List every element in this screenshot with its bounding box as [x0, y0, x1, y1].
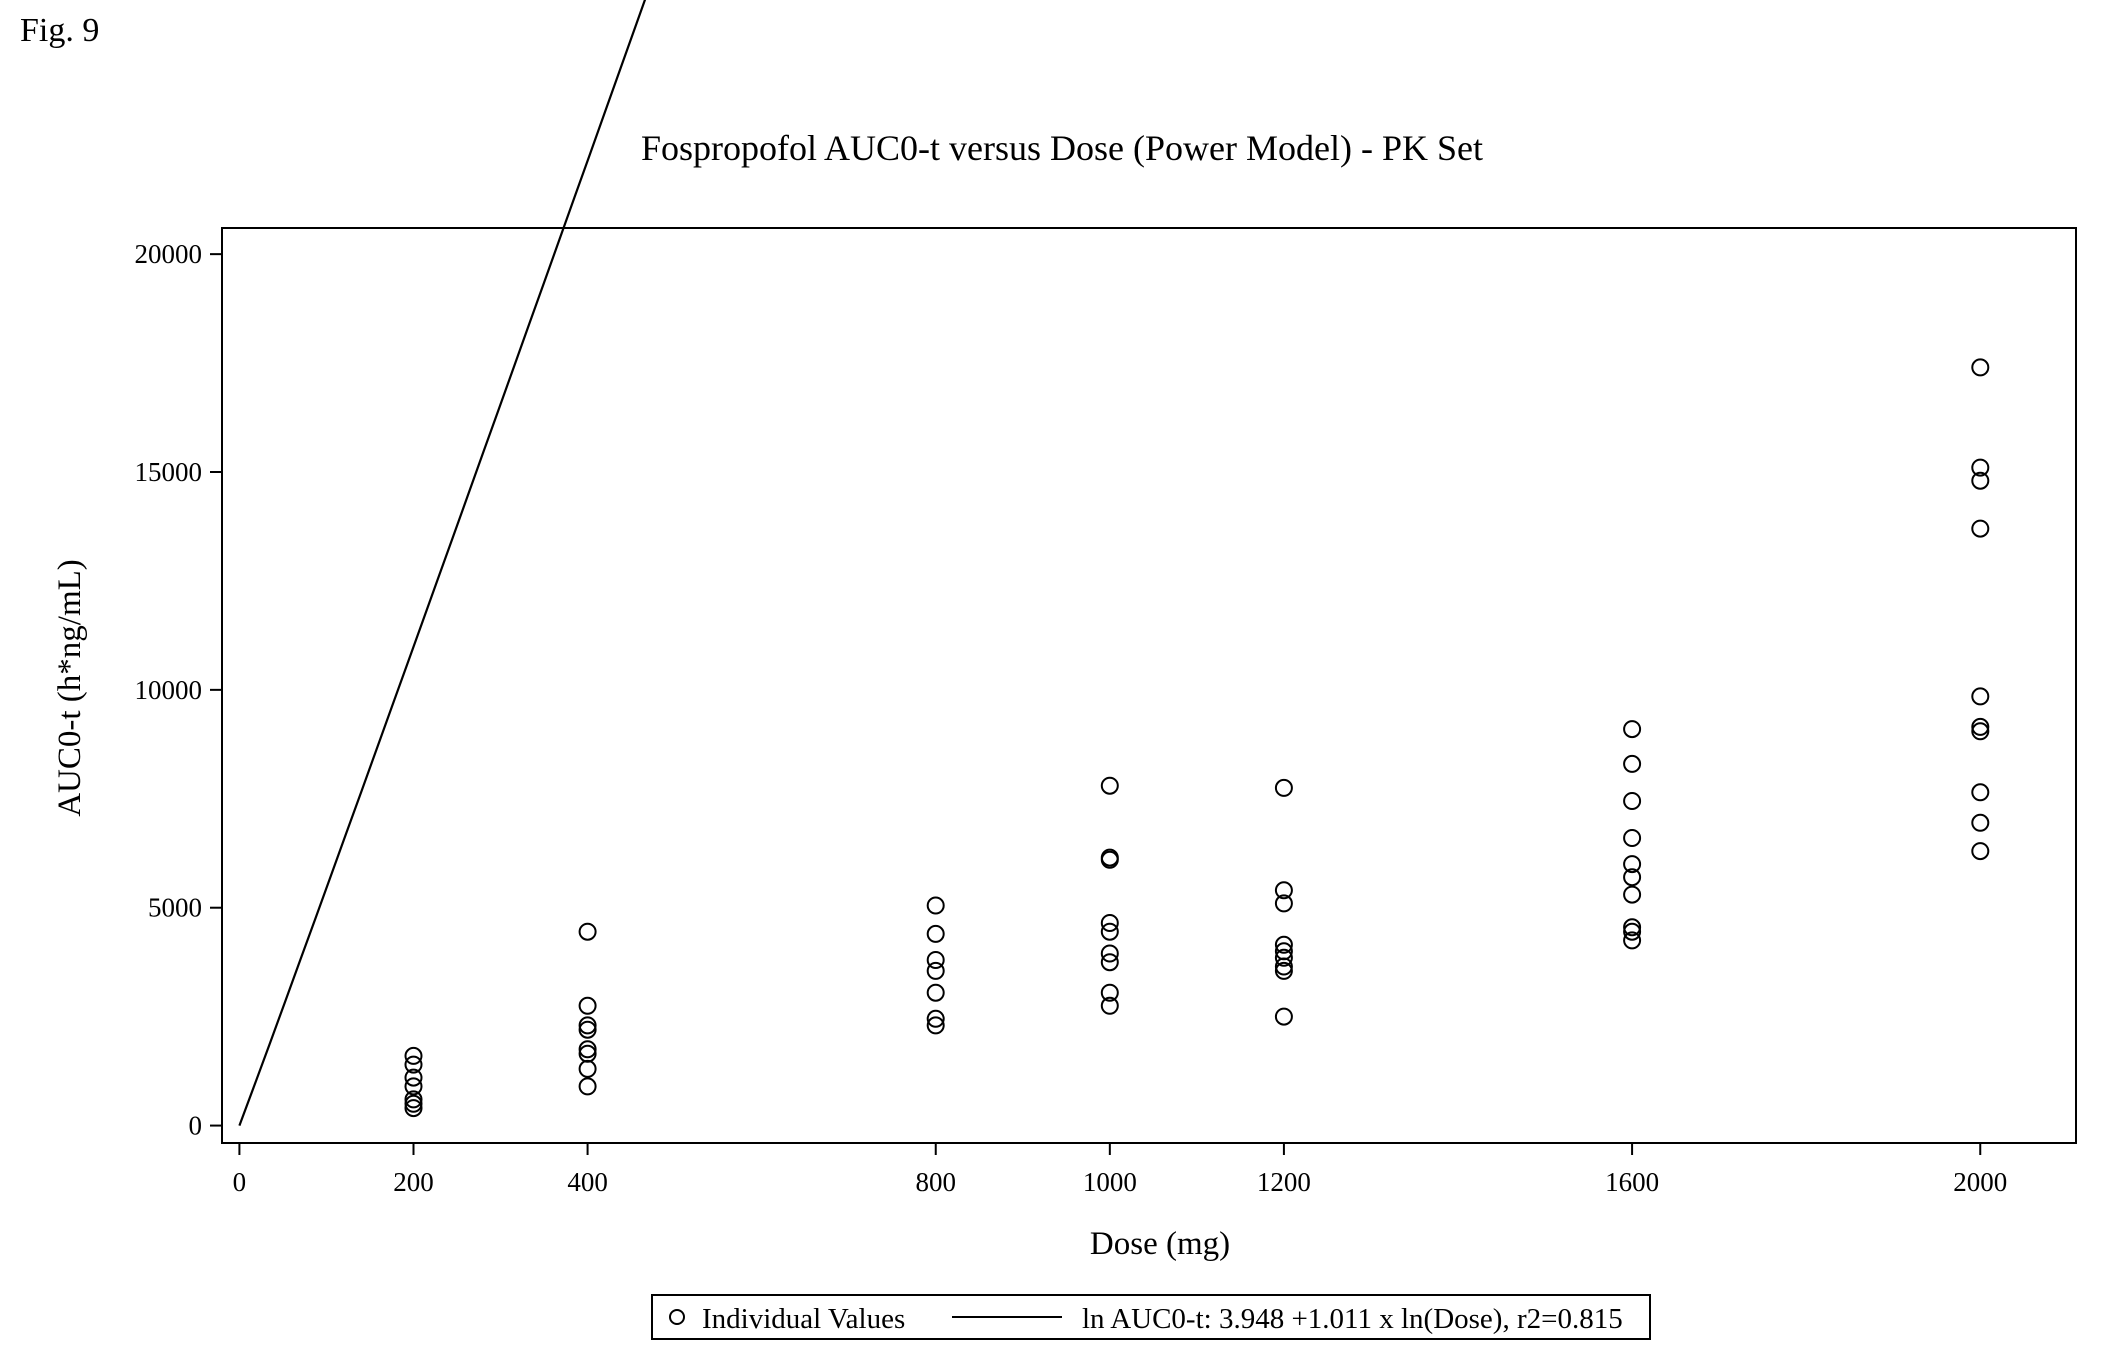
- data-point: [1971, 813, 1990, 832]
- data-point: [1274, 957, 1293, 976]
- data-point: [404, 1068, 423, 1087]
- x-axis-title: Dose (mg): [1090, 1226, 1230, 1262]
- x-tick-label: 1000: [1083, 1167, 1137, 1197]
- data-point: [926, 951, 945, 969]
- data-point: [1274, 1007, 1293, 1026]
- data-point: [404, 1094, 423, 1113]
- data-point: [578, 1016, 597, 1035]
- data-point: [1100, 914, 1119, 932]
- data-points-layer: [404, 358, 1990, 1118]
- x-tick-label: 800: [915, 1167, 956, 1197]
- data-point: [1971, 458, 1990, 477]
- y-tick-label: 10000: [135, 675, 203, 705]
- data-point: [1623, 792, 1642, 810]
- x-tick-label: 200: [393, 1167, 434, 1197]
- fit-line-layer: [238, 0, 647, 1126]
- x-tick-label: 1600: [1605, 1167, 1659, 1197]
- data-point: [1623, 855, 1642, 874]
- data-point: [1100, 922, 1119, 941]
- data-point: [926, 896, 945, 915]
- figure-label: Fig. 9: [20, 12, 100, 49]
- data-point: [578, 996, 597, 1015]
- data-point: [1623, 829, 1642, 847]
- y-tick-label: 0: [189, 1111, 203, 1141]
- data-point: [1971, 783, 1990, 802]
- data-point: [1100, 996, 1119, 1015]
- data-point: [404, 1055, 423, 1074]
- data-point: [1623, 918, 1642, 937]
- data-point: [1100, 944, 1119, 963]
- data-point: [1623, 754, 1642, 773]
- data-point: [1971, 722, 1990, 741]
- data-point: [404, 1090, 423, 1109]
- legend-box: [651, 1294, 1651, 1340]
- data-point: [578, 1077, 597, 1096]
- data-point: [578, 1059, 597, 1078]
- data-point: [1623, 922, 1642, 941]
- data-point: [1100, 850, 1119, 869]
- data-point: [1971, 519, 1990, 538]
- data-point: [1623, 720, 1642, 739]
- data-point: [578, 1040, 597, 1059]
- data-point: [1971, 687, 1990, 706]
- legend-marker-circle: [669, 1309, 685, 1325]
- data-point: [578, 1020, 597, 1039]
- data-point: [926, 961, 945, 980]
- data-point: [1274, 961, 1293, 980]
- data-point: [1274, 935, 1293, 954]
- legend-label-individual-values: Individual Values: [702, 1303, 905, 1335]
- y-tick-label: 5000: [148, 893, 202, 923]
- data-point: [404, 1046, 423, 1065]
- data-point: [1971, 358, 1990, 377]
- data-point: [1971, 717, 1990, 736]
- data-point: [1100, 776, 1119, 795]
- plot-area-frame: [221, 227, 2077, 1144]
- data-point: [1623, 931, 1642, 950]
- data-point: [926, 1009, 945, 1028]
- data-point: [926, 1016, 945, 1035]
- legend: Individual Values ln AUC0-t: 3.948 +1.01…: [651, 1294, 1651, 1340]
- x-tick-label: 0: [233, 1167, 247, 1197]
- x-tick-label: 400: [567, 1167, 608, 1197]
- y-axis-title: AUC0-t (h*ng/mL): [52, 559, 88, 817]
- data-point: [1274, 778, 1293, 797]
- fit-line: [238, 0, 647, 1126]
- y-tick-label: 20000: [135, 239, 203, 269]
- x-tick-label: 1200: [1257, 1167, 1311, 1197]
- chart-title: Fospropofol AUC0-t versus Dose (Power Mo…: [641, 128, 1483, 168]
- data-point: [1623, 868, 1642, 887]
- data-point: [1100, 983, 1119, 1002]
- y-axis: 0 5000 10000 15000 20000: [135, 239, 222, 1141]
- data-point: [1274, 894, 1293, 913]
- data-point: [1274, 948, 1293, 967]
- x-tick-label: 2000: [1953, 1167, 2007, 1197]
- data-point: [1623, 885, 1642, 904]
- x-axis: 0 200 400 800 1000 1200 1600 2000: [233, 1143, 2007, 1197]
- data-point: [926, 924, 945, 943]
- data-point: [578, 922, 597, 941]
- data-point: [404, 1077, 423, 1096]
- data-point: [926, 983, 945, 1002]
- y-tick-label: 15000: [135, 457, 203, 487]
- data-point: [404, 1099, 423, 1118]
- data-point: [1971, 842, 1990, 861]
- data-point: [1274, 881, 1293, 900]
- data-point: [1971, 471, 1990, 490]
- data-point: [1100, 953, 1119, 972]
- legend-label-fit-line: ln AUC0-t: 3.948 +1.011 x ln(Dose), r2=0…: [1082, 1303, 1623, 1335]
